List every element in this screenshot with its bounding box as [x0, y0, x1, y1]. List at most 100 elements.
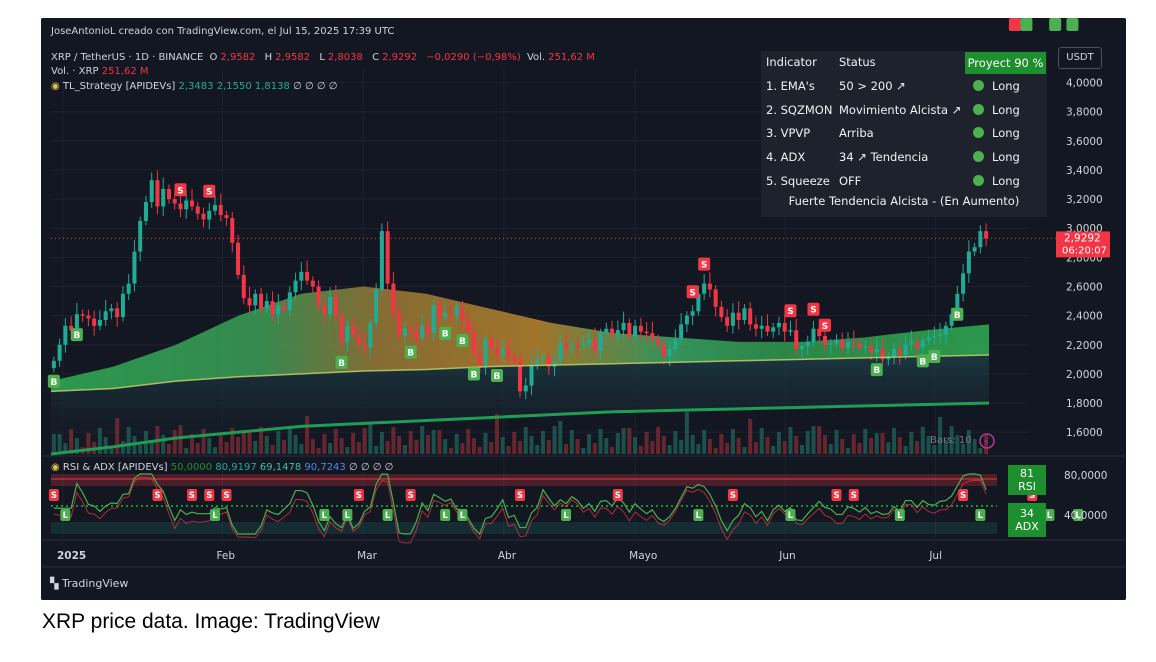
candle-body: [305, 271, 310, 281]
volume-bar: [201, 429, 206, 454]
volume-bar: [610, 447, 615, 454]
rsi-signal-label: L: [442, 511, 448, 521]
volume-bar: [748, 419, 753, 454]
rsi-signal-label: S: [851, 491, 857, 501]
strategy-indicator-row[interactable]: ◉ TL_Strategy [APIDEVs] 2,3483 2,1550 1,…: [51, 81, 337, 92]
sell-signal: [1008, 18, 1021, 31]
signal-label: S: [701, 261, 707, 271]
rsi-indicator-row[interactable]: ◉ RSI & ADX [APIDEVs] 50,0000 80,9197 69…: [51, 462, 393, 473]
table-row: 3. VPVP Arriba Long: [761, 122, 1047, 145]
volume-label: Vol. · XRP: [51, 66, 99, 77]
rsi-signal-label: S: [51, 491, 57, 501]
candle-body: [932, 336, 937, 338]
volume-bar: [552, 426, 557, 454]
rsi-signal-label: S: [730, 491, 736, 501]
buy-signal: [1020, 18, 1033, 31]
volume-bar: [368, 423, 373, 454]
candle-body: [943, 325, 948, 335]
last-price-value: 2,9292: [1064, 232, 1101, 244]
candle-body: [351, 325, 356, 335]
signal-label: B: [50, 378, 57, 388]
rsi-long-signal: [693, 509, 704, 521]
candle-body: [333, 296, 338, 316]
volume-bar: [276, 431, 281, 454]
rsi-long-signal: [785, 509, 796, 521]
candle-body: [448, 312, 453, 316]
rsi-long-signal: [440, 509, 451, 521]
rsi-signal-label: S: [1029, 491, 1035, 501]
eye-icon: ◉: [51, 462, 60, 473]
rsi-long-signal: [319, 509, 330, 521]
volume-bar: [707, 439, 712, 454]
volume-bar: [943, 440, 948, 454]
candle-body: [201, 213, 206, 220]
candle-body: [517, 360, 523, 392]
indicator-status: Arriba: [839, 126, 874, 140]
volume-indicator-row[interactable]: Vol. · XRP 251,62 M: [51, 66, 149, 77]
currency-button[interactable]: USDT: [1058, 47, 1102, 69]
rsi-value: 90,7243: [304, 462, 346, 473]
tv-logo-icon: ▚: [50, 577, 59, 590]
volume-bar: [351, 433, 356, 454]
candle-body: [224, 215, 229, 219]
rsi-signal-label: L: [978, 511, 984, 521]
tradingview-logo[interactable]: ▚ TradingView: [50, 577, 128, 590]
rsi-sell-signal: [831, 489, 842, 501]
signal-label: B: [954, 311, 961, 321]
candle-body: [362, 344, 367, 348]
volume-bar: [679, 440, 684, 454]
volume-bar: [978, 448, 983, 454]
signal-label: B: [407, 349, 414, 359]
candle-body: [86, 315, 91, 319]
candle-body: [115, 308, 120, 318]
candle-body: [247, 298, 252, 306]
rsi-long-signal: [60, 509, 71, 521]
rsi-long-signal: [457, 509, 468, 521]
volume-bar: [863, 429, 868, 454]
volume-bar: [713, 448, 718, 454]
candle-body: [535, 359, 540, 366]
signal-label: S: [206, 188, 212, 198]
candle-body: [69, 325, 74, 331]
volume-bar: [834, 430, 839, 454]
time-tick-label: Jun: [778, 550, 795, 562]
green-dot-icon: [973, 127, 984, 138]
table-header-status: Status: [839, 55, 876, 69]
volume-bar: [293, 435, 298, 454]
volume-bar: [466, 429, 471, 454]
volume-bar: [897, 437, 902, 454]
volume-bar: [984, 434, 989, 454]
candle-body: [184, 200, 189, 210]
volume-bar: [328, 443, 333, 454]
volume-bar: [460, 443, 465, 454]
adx-line: [53, 476, 987, 544]
candle-body: [172, 199, 177, 204]
candle-body: [845, 341, 851, 348]
volume-bar: [909, 432, 914, 454]
volume-bar: [103, 437, 108, 454]
buy-signal: [439, 326, 452, 340]
signal-label: B: [1069, 18, 1076, 21]
candle-body: [546, 356, 551, 367]
candle-body: [103, 311, 108, 320]
candle-body: [702, 283, 707, 294]
candle-body: [506, 349, 511, 357]
symbol-title[interactable]: XRP / TetherUS · 1D · BINANCE: [51, 52, 204, 63]
volume-bar: [730, 429, 735, 454]
volume-bar: [345, 447, 350, 454]
volume-bar: [431, 430, 436, 454]
rsi-sell-signal: [353, 489, 364, 501]
volume-bar: [696, 444, 701, 454]
rsi-na-values: ∅ ∅ ∅ ∅: [348, 462, 394, 473]
volume-bar: [218, 433, 223, 454]
buy-signal: [951, 307, 964, 321]
volume-bar: [178, 425, 183, 454]
buy-signal: [1049, 18, 1062, 31]
candle-body: [253, 293, 258, 306]
candle-body: [984, 231, 989, 239]
high-value: 2,9582: [275, 52, 311, 63]
candle-body: [454, 306, 459, 316]
candle-body: [236, 242, 241, 275]
volume-bar: [207, 438, 212, 454]
time-tick-label: Mar: [357, 550, 377, 562]
